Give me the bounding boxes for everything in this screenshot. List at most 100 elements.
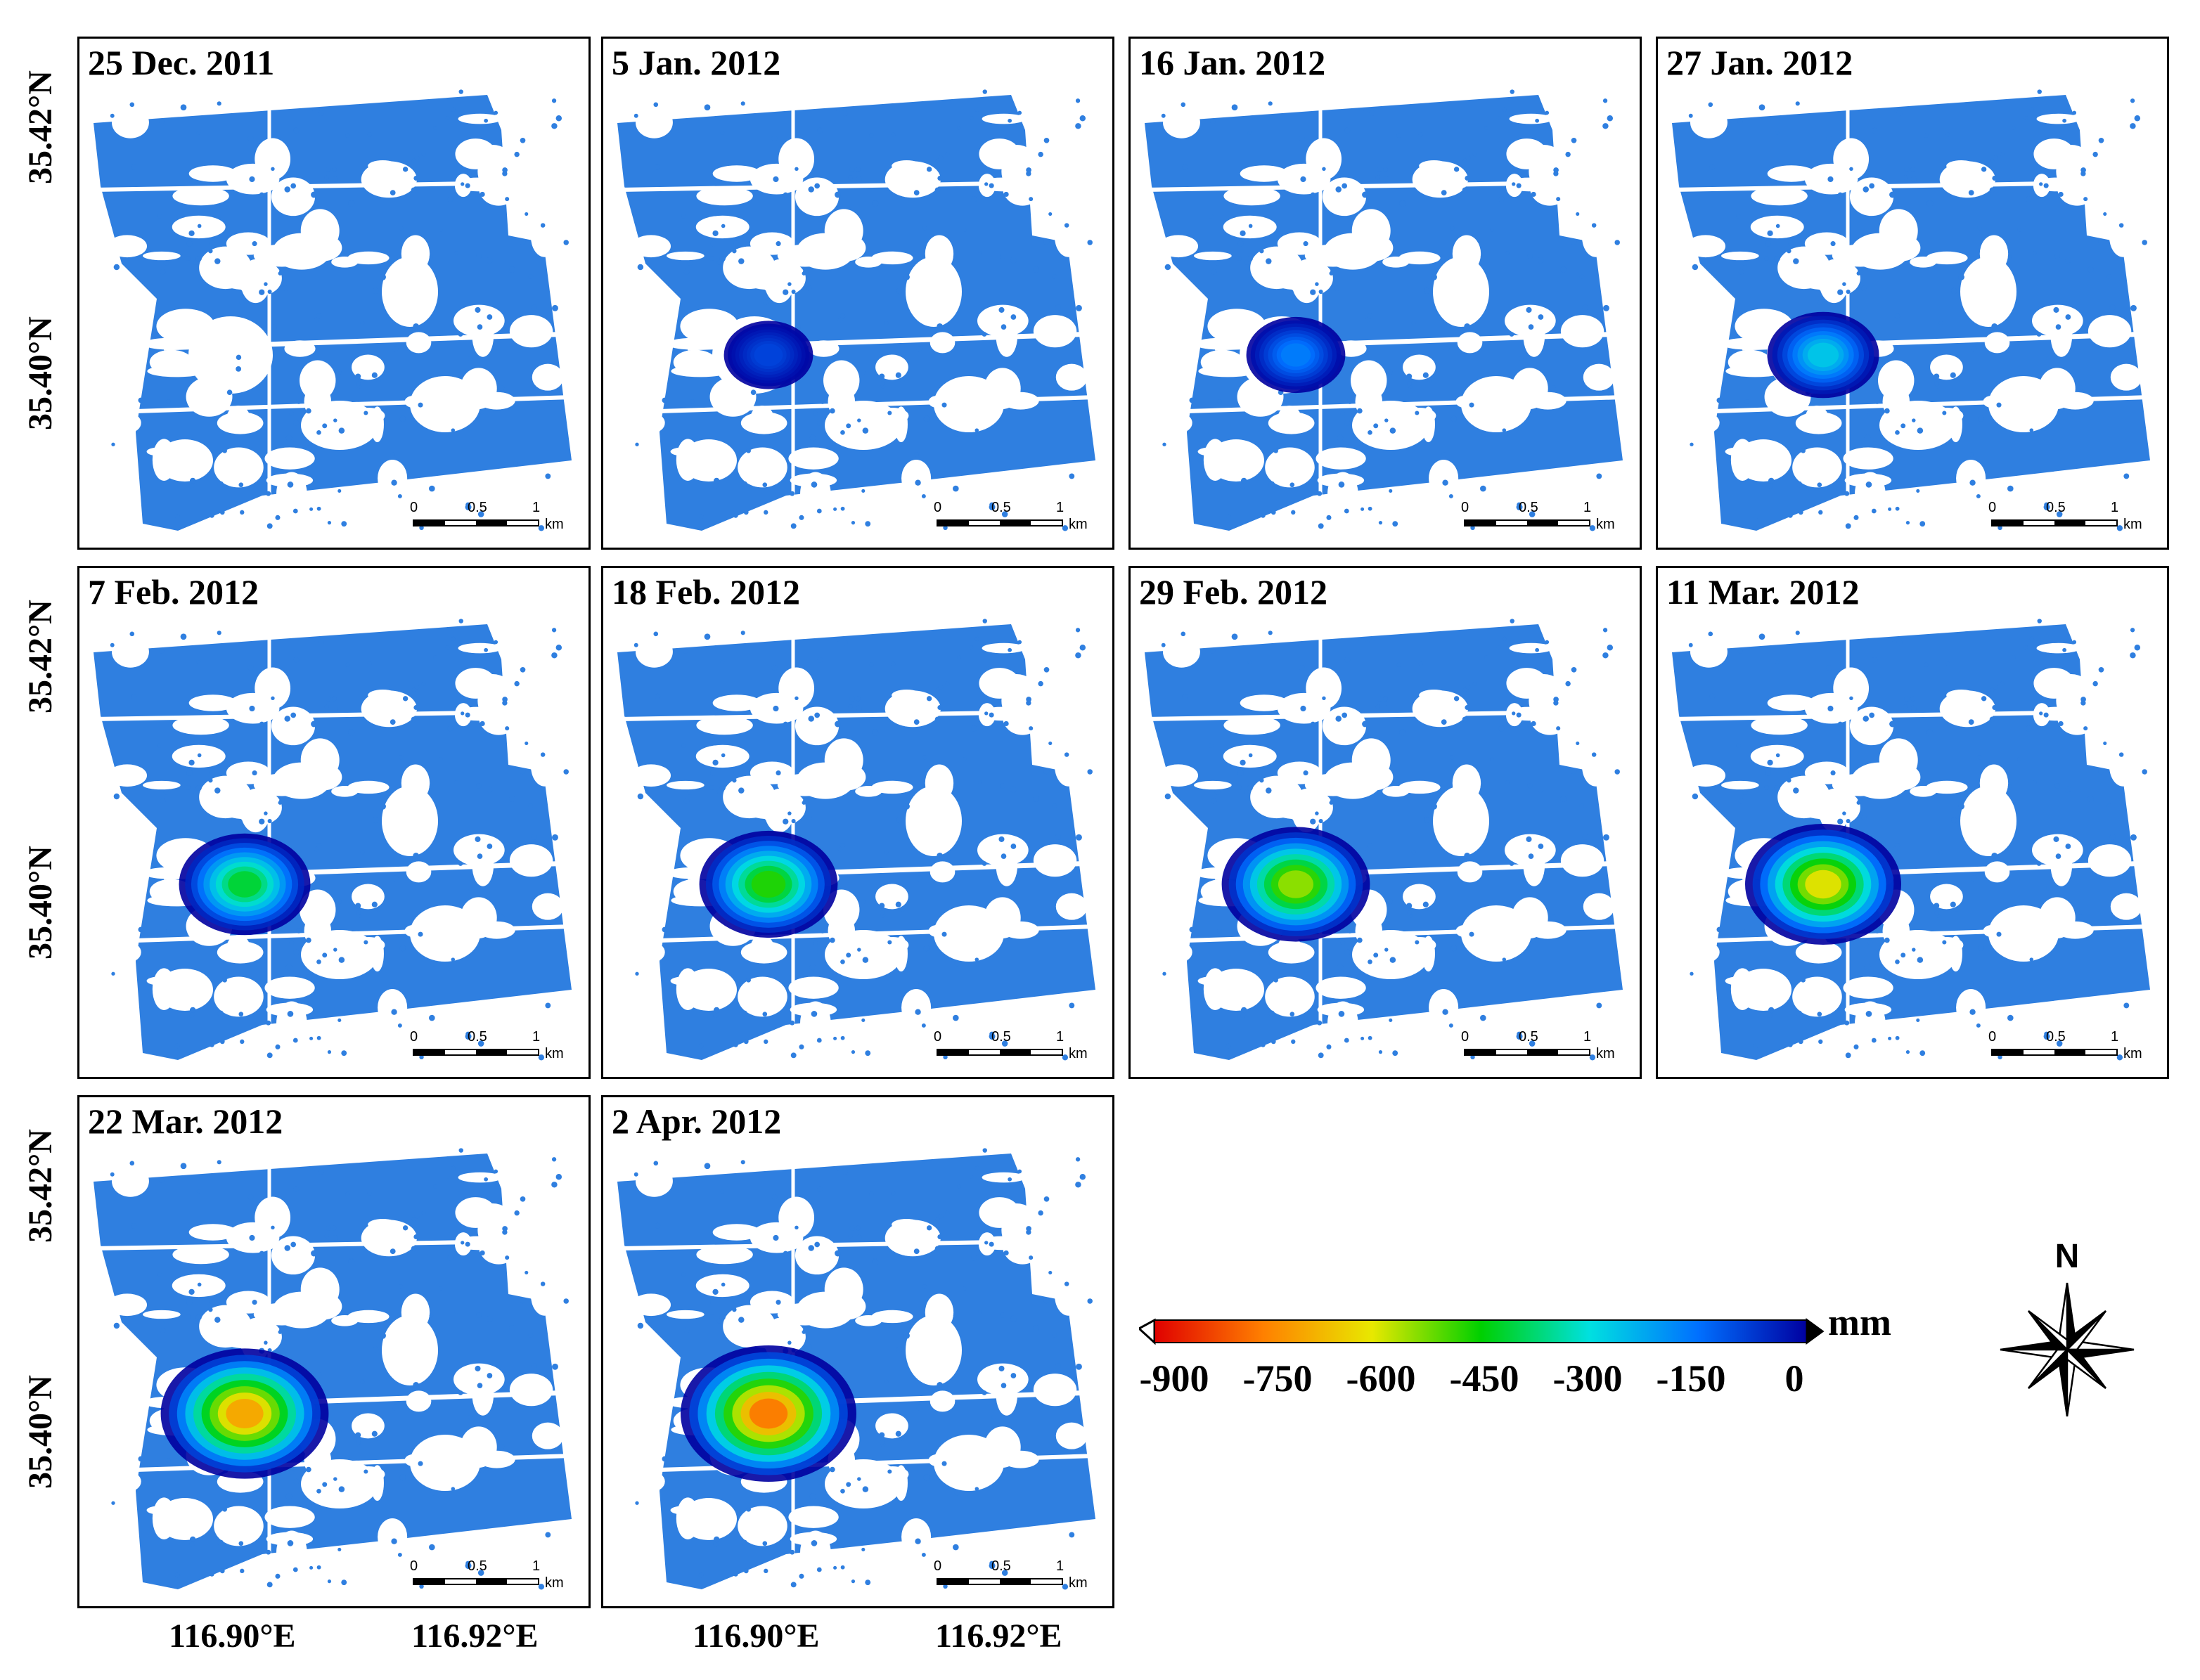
panel-date-label: 27 Jan. 2012 [1662,41,1858,84]
north-arrow: N [1997,1237,2137,1420]
scale-bar-label: 1 [1056,1029,1064,1045]
scale-bar-label: 0.5 [991,500,1011,515]
latitude-label: 35.40°N [22,316,59,430]
scale-bar-label: 0.5 [2046,1029,2066,1045]
scale-bar: 0 0.5 1 km [934,500,1098,535]
panel-date-label: 29 Feb. 2012 [1135,571,1332,613]
scatter-points [633,89,1093,531]
deformation-map [617,610,1096,1061]
colorbar-tick-label: -600 [1346,1357,1416,1400]
scale-bar-graphic [413,1049,539,1056]
colorbar-max-arrow [1806,1318,1825,1345]
deformation-map [1671,81,2151,531]
colorbar-tick-label: -750 [1242,1357,1313,1400]
scale-bar-graphic [413,1578,539,1585]
scale-bar: 0 0.5 1 km [934,1029,1098,1064]
scale-bar-label: 1 [1056,1558,1064,1574]
longitude-label: 116.90°E [693,1617,820,1655]
colorbar-tick-label: 0 [1784,1357,1804,1400]
scale-bar-unit: km [1069,517,1088,532]
panel-date-label: 7 Feb. 2012 [84,571,264,613]
scale-bar-unit: km [1596,1046,1615,1061]
scale-bar-label: 1 [1583,500,1592,515]
scatter-points [1688,89,2147,531]
panel-date-label: 25 Dec. 2011 [84,41,279,84]
coherence-gaps [1144,81,1623,531]
scale-bar-unit: km [1069,1575,1088,1591]
scatter-points [633,619,1093,1061]
map-panel: 7 Feb. 2012 0 0.5 1 km [77,566,591,1079]
scatter-points [110,89,569,531]
subsidence-bowl [160,1348,329,1479]
map-panel: 22 Mar. 2012 0 0.5 1 km [77,1095,591,1608]
panel-date-label: 5 Jan. 2012 [607,41,785,84]
deformation-map [617,81,1096,531]
scale-bar-label: 1 [532,1558,541,1574]
scale-bar-label: 0.5 [991,1029,1011,1045]
latitude-label: 35.40°N [22,1375,59,1489]
scatter-points [1688,619,2147,1061]
latitude-label: 35.42°N [22,1129,59,1243]
colorbar-unit: mm [1828,1301,1891,1343]
scale-bar-unit: km [545,517,564,532]
scale-bar-label: 1 [1583,1029,1592,1045]
compass-rose-icon [2000,1282,2135,1417]
deformation-map [617,1139,1096,1590]
longitude-label: 116.92°E [411,1617,539,1655]
scale-bar: 0 0.5 1 km [1988,1029,2153,1064]
scale-bar-graphic [1991,1049,2118,1056]
deformation-map [93,610,572,1061]
scale-bar-label: 0.5 [468,500,487,515]
subsidence-bowl [699,830,838,938]
scale-bar: 0 0.5 1 km [934,1558,1098,1594]
scale-bar-unit: km [1069,1046,1088,1061]
subsidence-bowl [179,833,311,936]
latitude-label: 35.40°N [22,846,59,959]
scale-bar-label: 0 [934,1558,942,1574]
colorbar [1139,1318,1825,1345]
scale-bar-label: 0 [410,1029,418,1045]
scale-bar-label: 0.5 [2046,500,2066,515]
colorbar-tick-label: -900 [1139,1357,1209,1400]
coherence-gaps [1671,610,2151,1060]
scale-bar-label: 0.5 [1519,1029,1538,1045]
scale-bar-graphic [1464,1049,1590,1056]
scale-bar: 0 0.5 1 km [410,1558,574,1594]
scale-bar-unit: km [2123,517,2142,532]
subsidence-bowl [1221,827,1370,942]
colorbar-bar [1154,1319,1808,1343]
scale-bar-label: 0 [1988,500,1997,515]
colorbar-tick-label: -150 [1656,1357,1726,1400]
panel-date-label: 11 Mar. 2012 [1662,571,1864,613]
map-panel: 16 Jan. 2012 0 0.5 1 km [1128,37,1642,550]
deformation-map [1671,610,2151,1061]
scale-bar-graphic [937,519,1063,526]
subsidence-bowl [1767,311,1879,399]
map-panel: 18 Feb. 2012 0 0.5 1 km [601,566,1114,1079]
scale-bar-label: 0 [410,1558,418,1574]
scatter-points [110,1148,569,1590]
scale-bar-label: 0 [1988,1029,1997,1045]
scatter-points [110,619,569,1061]
colorbar-tick-label: -450 [1449,1357,1519,1400]
deformation-map [1144,610,1623,1061]
scale-bar: 0 0.5 1 km [1461,500,1626,535]
subsidence-bowl [681,1345,856,1482]
scale-bar-graphic [937,1578,1063,1585]
latitude-label: 35.42°N [22,600,59,713]
panel-date-label: 18 Feb. 2012 [607,571,805,613]
scatter-points [1161,619,1620,1061]
scale-bar-graphic [413,519,539,526]
north-label: N [2054,1238,2080,1275]
deformation-map [93,81,572,531]
scale-bar-label: 0 [410,500,418,515]
map-panel: 25 Dec. 2011 0 0.5 1 km [77,37,591,550]
scale-bar-unit: km [545,1575,564,1591]
scale-bar-graphic [1991,519,2118,526]
scale-bar-label: 0.5 [1519,500,1538,515]
scale-bar-unit: km [2123,1046,2142,1061]
scale-bar: 0 0.5 1 km [410,500,574,535]
colorbar-min-arrow [1139,1318,1156,1345]
scatter-points [1161,89,1620,531]
subsidence-bowl [1246,316,1346,394]
